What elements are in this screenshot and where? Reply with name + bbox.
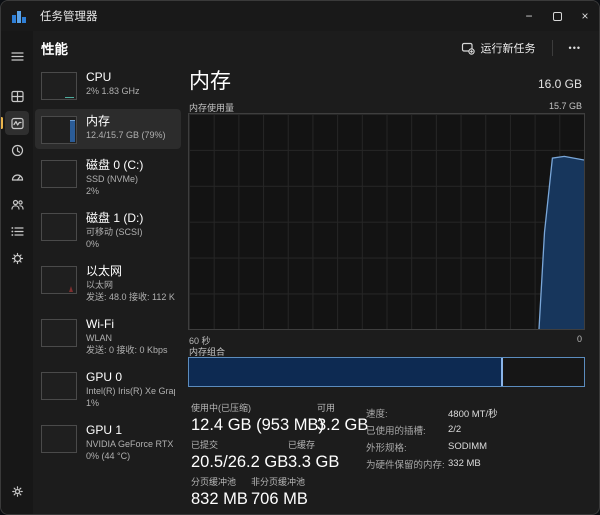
detail-speed: 速度: 4800 MT/秒 [366, 408, 498, 420]
memory-usage-chart-label: 内存使用量 [189, 103, 235, 113]
ethernet-adapter: 以太网 [86, 280, 114, 290]
hamburger-icon[interactable] [5, 44, 29, 68]
memory-composition-segment-inuse [189, 358, 504, 386]
gpu0-name: Intel(R) Iris(R) Xe Grap [86, 386, 175, 396]
disk1-title: 磁盘 1 (D:) [86, 211, 144, 225]
gpu0-usage: 1% [86, 398, 100, 408]
sidebar-item-performance[interactable] [1, 111, 29, 135]
detail-hardware-reserved: 为硬件保留的内存: 332 MB [366, 458, 481, 471]
disk1-mini-chart [41, 213, 77, 241]
sidebar-item-memory[interactable]: 内存 12.4/15.7 GB (79%) [35, 109, 181, 149]
performance-icon [10, 117, 24, 129]
wifi-adapter: WLAN [86, 333, 113, 343]
window-title: 任务管理器 [40, 11, 98, 23]
ethernet-throughput: 发送: 48.0 接收: 112 K [86, 292, 175, 302]
cpu-title: CPU [86, 70, 112, 84]
titlebar[interactable]: 任务管理器 − × [1, 1, 599, 31]
gauge-icon [11, 173, 23, 181]
gear-icon [11, 485, 23, 497]
cpu-stats: 2% 1.83 GHz [86, 86, 140, 96]
stat-committed: 已提交 20.5/26.2 GB [191, 440, 289, 471]
detail-form-factor: 外形规格: SODIMM [366, 441, 488, 454]
disk1-usage: 0% [86, 239, 100, 249]
chart-x-right-label: 0 [576, 334, 582, 344]
ethernet-title: 以太网 [86, 264, 123, 278]
processes-icon [10, 90, 24, 102]
sidebar-item-gpu0[interactable]: GPU 0 Intel(R) Iris(R) Xe Grap 1% [35, 365, 181, 414]
page-header: 性能 运行新任务 ••• [33, 31, 599, 65]
page-title: 性能 [41, 42, 68, 57]
sidebar-item-gpu1[interactable]: GPU 1 NVIDIA GeForce RTX 0% (44 °C) [35, 418, 181, 467]
memory-composition-bar [188, 357, 585, 387]
minimize-icon[interactable]: − [525, 9, 533, 23]
ethernet-mini-chart [41, 266, 77, 294]
stat-nonpaged-pool: 非分页缓冲池 706 MB [251, 477, 308, 508]
stat-cached: 已缓存 3.3 GB [288, 440, 340, 471]
task-manager-app-icon [12, 9, 28, 23]
disk0-title: 磁盘 0 (C:) [86, 158, 144, 172]
stat-available: 可用 3.2 GB [317, 403, 369, 434]
settings-button[interactable] [5, 479, 29, 503]
more-options-button[interactable]: ••• [568, 43, 581, 53]
sidebar-item-services[interactable] [5, 246, 29, 270]
chart-x-left-label: 60 秒 [189, 336, 211, 346]
memory-hardware-details: 速度: 4800 MT/秒 已使用的插槽: 2/2 外形规格: SODIMM 为… [366, 404, 498, 472]
wifi-mini-chart [41, 319, 77, 347]
details-list-icon [10, 226, 24, 236]
gpu0-title: GPU 0 [86, 370, 123, 384]
sidebar-item-wifi[interactable]: Wi-Fi WLAN 发送: 0 接收: 0 Kbps [35, 312, 181, 361]
memory-panel-title: 内存 [189, 70, 231, 93]
run-new-task-button[interactable]: 运行新任务 [453, 36, 544, 60]
maximize-icon[interactable] [543, 1, 571, 31]
sidebar-item-disk0[interactable]: 磁盘 0 (C:) SSD (NVMe) 2% [35, 153, 181, 202]
memory-mini-chart [41, 116, 77, 144]
wifi-throughput: 发送: 0 接收: 0 Kbps [86, 345, 168, 355]
disk1-type: 可移动 (SCSI) [86, 227, 143, 237]
gpu1-title: GPU 1 [86, 423, 123, 437]
memory-composition-label: 内存组合 [189, 347, 226, 357]
gpu1-usage: 0% (44 °C) [86, 451, 131, 461]
sidebar-item-ethernet[interactable]: 以太网 以太网 发送: 48.0 接收: 112 K [35, 259, 181, 308]
navigation-rail [1, 31, 33, 514]
history-icon [11, 144, 23, 156]
sidebar-item-details[interactable] [5, 219, 29, 243]
sidebar-item-processes[interactable] [5, 84, 29, 108]
close-icon[interactable]: × [581, 9, 589, 23]
users-icon [10, 199, 24, 210]
memory-stats: 12.4/15.7 GB (79%) [86, 130, 166, 140]
sidebar-item-app-history[interactable] [5, 138, 29, 162]
sidebar-item-cpu[interactable]: CPU 2% 1.83 GHz [35, 65, 181, 105]
memory-total: 16.0 GB [537, 77, 582, 91]
performance-sidebar: CPU 2% 1.83 GHz 内存 12.4/15.7 GB (79%) 磁盘… [35, 65, 181, 471]
gpu1-mini-chart [41, 425, 77, 453]
memory-title: 内存 [86, 114, 111, 128]
stat-paged-pool: 分页缓冲池 832 MB [191, 477, 248, 508]
disk0-mini-chart [41, 160, 77, 188]
run-new-task-icon [461, 42, 475, 55]
gpu0-mini-chart [41, 372, 77, 400]
memory-usage-chart-max: 15.7 GB [548, 101, 582, 111]
sidebar-item-disk1[interactable]: 磁盘 1 (D:) 可移动 (SCSI) 0% [35, 206, 181, 255]
wifi-title: Wi-Fi [86, 317, 114, 331]
disk0-type: SSD (NVMe) [86, 174, 139, 184]
stat-in-use: 使用中(已压缩) 12.4 GB (953 MB) [191, 403, 324, 434]
services-gear-icon [11, 252, 23, 264]
memory-usage-chart [188, 113, 585, 330]
disk0-usage: 2% [86, 186, 100, 196]
sidebar-item-startup-apps[interactable] [5, 165, 29, 189]
run-new-task-label: 运行新任务 [480, 43, 536, 55]
cpu-mini-chart [41, 72, 77, 100]
memory-usage-area [538, 155, 584, 329]
sidebar-item-users[interactable] [5, 192, 29, 216]
gpu1-name: NVIDIA GeForce RTX [86, 439, 174, 449]
header-separator [551, 40, 553, 56]
detail-slots-used: 已使用的插槽: 2/2 [366, 424, 462, 437]
